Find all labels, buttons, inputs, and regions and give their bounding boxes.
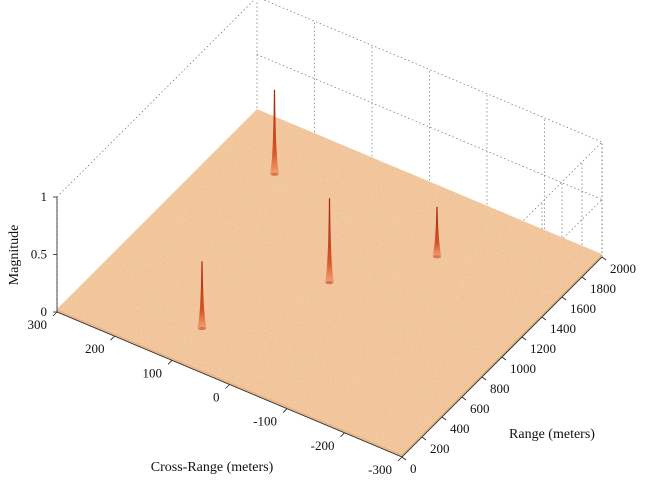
y-tick-label: 2000 (610, 261, 636, 276)
x-tick-label: 100 (143, 365, 163, 380)
tick-mark (581, 276, 587, 281)
x-axis-label: Cross-Range (meters) (151, 460, 274, 475)
y-tick-label: 400 (450, 421, 470, 436)
tick-mark (282, 408, 288, 413)
tick-mark (167, 360, 173, 365)
y-tick-label: 600 (470, 401, 490, 416)
tick-mark (340, 432, 345, 438)
z-axis-label: Magnitude (7, 225, 22, 286)
tick-mark (397, 456, 403, 462)
target-peak (432, 206, 442, 256)
tick-mark (52, 311, 58, 317)
x-tick-label: 0 (213, 390, 220, 405)
tick-mark (225, 384, 230, 389)
target-peak (270, 89, 279, 174)
z-tick-label: 1 (41, 189, 48, 204)
tick-mark (421, 436, 427, 441)
tick-mark (501, 356, 507, 361)
target-peak-base (325, 281, 334, 285)
y-axis-label: Range (meters) (509, 427, 595, 442)
tick-mark (481, 376, 487, 381)
x-tick-label: -100 (253, 414, 277, 429)
z-tick-label: 0.5 (31, 247, 47, 262)
y-tick-label: 800 (490, 381, 510, 396)
tick-mark (110, 335, 115, 341)
y-tick-label: 1200 (530, 341, 556, 356)
tick-mark (601, 256, 607, 261)
grid-line (263, 0, 603, 143)
z-tick-label: 0 (41, 304, 48, 319)
x-tick-label: -300 (368, 462, 392, 477)
tick-mark (541, 316, 547, 321)
peak-layer (197, 89, 442, 331)
y-tick-label: 1000 (510, 361, 536, 376)
y-tick-label: 1600 (570, 301, 596, 316)
target-peak-base (270, 172, 279, 176)
y-tick-label: 1800 (590, 281, 616, 296)
target-peak-base (433, 255, 441, 259)
x-tick-label: 200 (85, 341, 105, 356)
y-tick-label: 0 (410, 461, 417, 476)
tick-mark (441, 416, 447, 421)
y-tick-label: 1400 (550, 321, 576, 336)
x-tick-label: -200 (311, 438, 335, 453)
surface-side-edge (402, 254, 602, 457)
surface-front-edge (57, 309, 402, 457)
tick-mark (521, 336, 527, 341)
grid-line (56, 0, 255, 198)
y-tick-label: 200 (430, 441, 450, 456)
tick-mark (561, 296, 567, 301)
tick-mark (461, 396, 467, 401)
target-peak (197, 261, 207, 328)
x-tick-label: 300 (28, 317, 48, 332)
tick-mark (401, 456, 407, 461)
target-peak (325, 198, 334, 282)
target-peak-base (198, 326, 206, 331)
